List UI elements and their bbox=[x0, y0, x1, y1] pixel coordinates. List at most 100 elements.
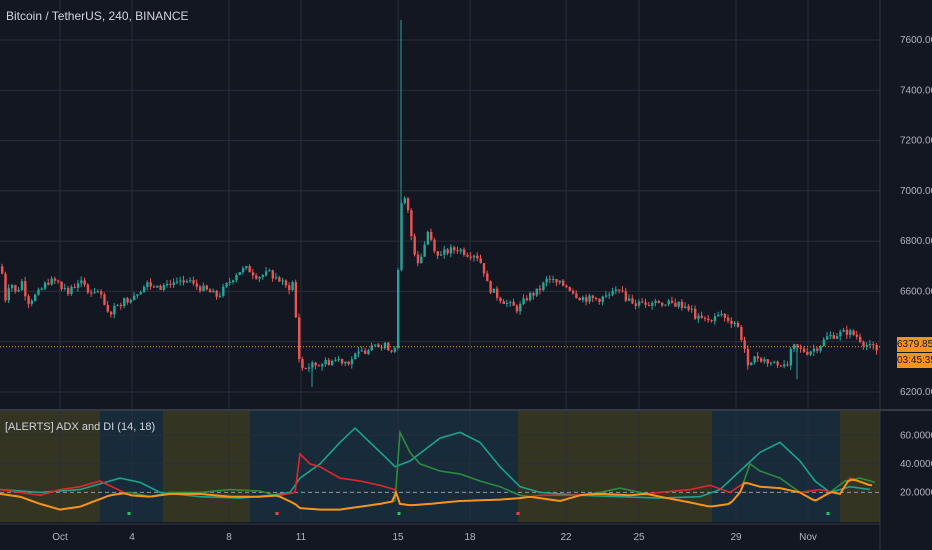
candle-body bbox=[370, 345, 373, 351]
candle-body bbox=[222, 286, 225, 296]
candle-body bbox=[139, 292, 142, 295]
candle-body bbox=[420, 256, 423, 264]
candle-body bbox=[809, 351, 812, 355]
candle-body bbox=[677, 301, 680, 307]
candle-body bbox=[453, 247, 456, 251]
candle-body bbox=[199, 286, 202, 291]
candle-body bbox=[555, 279, 558, 283]
candle-body bbox=[7, 288, 10, 301]
x-tick-label: 11 bbox=[296, 532, 307, 543]
candle-body bbox=[416, 254, 420, 264]
candle-body bbox=[350, 359, 354, 365]
candle-body bbox=[433, 239, 436, 252]
candle-body bbox=[410, 210, 413, 237]
candle-body bbox=[845, 329, 849, 335]
candle-body bbox=[489, 281, 492, 293]
candle-body bbox=[859, 336, 862, 342]
candle-body bbox=[499, 297, 502, 302]
candle-body bbox=[43, 282, 47, 289]
candle-body bbox=[334, 359, 337, 361]
candle-body bbox=[288, 285, 291, 290]
y-tick-label: 6600.00 bbox=[900, 286, 932, 297]
candle-body bbox=[674, 302, 677, 307]
candle-body bbox=[456, 250, 459, 252]
candle-body bbox=[268, 270, 271, 272]
candle-body bbox=[212, 290, 215, 293]
candle-body bbox=[189, 280, 192, 282]
candle-body bbox=[852, 330, 855, 335]
candle-body bbox=[819, 345, 822, 351]
candle-body bbox=[680, 301, 684, 308]
candle-body bbox=[624, 291, 628, 301]
candle-body bbox=[232, 280, 235, 282]
candle-body bbox=[113, 306, 116, 315]
candle-body bbox=[354, 353, 357, 360]
candle-body bbox=[344, 361, 347, 364]
candle-body bbox=[651, 302, 654, 306]
candle-body bbox=[538, 288, 542, 291]
candle-body bbox=[133, 295, 136, 300]
y-tick-label: 40.0000 bbox=[900, 459, 932, 470]
candle-body bbox=[109, 311, 113, 315]
candle-body bbox=[367, 350, 370, 354]
candle-body bbox=[562, 280, 565, 286]
candle-body bbox=[1, 266, 4, 274]
candle-body bbox=[505, 302, 509, 304]
candle-body bbox=[100, 291, 103, 295]
zone-bear bbox=[250, 411, 518, 522]
candle-body bbox=[397, 269, 400, 349]
candle-body bbox=[195, 283, 199, 287]
candle-body bbox=[733, 322, 736, 324]
candle-body bbox=[690, 308, 694, 310]
candle-body bbox=[713, 316, 717, 322]
candle-body bbox=[647, 304, 651, 306]
candle-body bbox=[423, 244, 426, 257]
candle-body bbox=[228, 281, 232, 284]
candle-body bbox=[512, 301, 515, 306]
candle-body bbox=[364, 350, 367, 354]
candle-body bbox=[393, 348, 397, 352]
y-tick-label: 7400.00 bbox=[900, 85, 932, 96]
candle-body bbox=[314, 362, 317, 366]
candle-body bbox=[238, 272, 241, 275]
candle-body bbox=[430, 231, 433, 240]
candle-body bbox=[449, 247, 453, 254]
candle-body bbox=[103, 294, 106, 305]
candle-body bbox=[875, 345, 878, 351]
candle-body bbox=[862, 341, 865, 346]
candle-body bbox=[357, 351, 360, 354]
candle-body bbox=[311, 362, 314, 368]
candle-body bbox=[331, 360, 334, 365]
x-tick-label: 4 bbox=[129, 532, 135, 543]
candle-body bbox=[93, 292, 96, 294]
x-tick-label: 8 bbox=[226, 532, 232, 543]
candle-body bbox=[545, 278, 548, 283]
candle-body bbox=[529, 293, 532, 301]
zone-bull bbox=[518, 411, 712, 522]
candle-body bbox=[736, 322, 740, 327]
candle-body bbox=[789, 349, 793, 366]
candle-body bbox=[799, 347, 802, 349]
candle-body bbox=[697, 315, 700, 319]
candle-body bbox=[769, 362, 773, 364]
candle-body bbox=[710, 320, 713, 322]
candle-body bbox=[80, 280, 83, 284]
candle-body bbox=[337, 358, 340, 360]
candle-body bbox=[763, 359, 766, 362]
candle-body bbox=[740, 326, 743, 341]
candle-body bbox=[558, 280, 562, 283]
candle-body bbox=[439, 254, 443, 256]
candle-body bbox=[703, 317, 707, 319]
candle-body bbox=[552, 279, 555, 281]
candle-body bbox=[812, 348, 816, 352]
candle-body bbox=[670, 300, 674, 303]
candle-body bbox=[294, 282, 298, 318]
time-axis: Oct 4 8 11 15 18 22 25 29 Nov bbox=[52, 532, 817, 543]
candle-body bbox=[463, 249, 466, 255]
candle-body bbox=[76, 283, 80, 288]
last-price-label: 6379.85 bbox=[897, 337, 932, 352]
candle-body bbox=[502, 301, 505, 304]
signal-marker bbox=[826, 512, 830, 515]
